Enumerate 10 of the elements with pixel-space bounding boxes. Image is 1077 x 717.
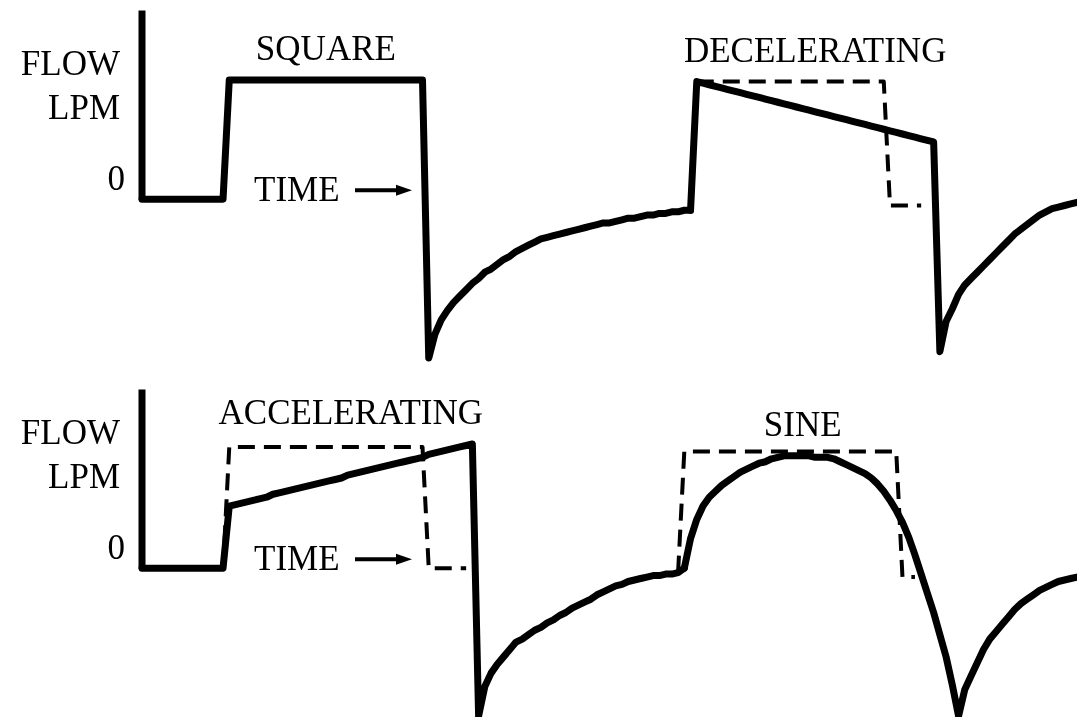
series-label: DECELERATING bbox=[683, 30, 947, 70]
text: 0 bbox=[107, 159, 125, 199]
series-label: ACCELERATING bbox=[218, 393, 484, 432]
x-axis-title: TIME bbox=[254, 170, 340, 210]
series-label: SQUARE bbox=[255, 29, 396, 68]
x-axis-title: TIME bbox=[254, 539, 340, 579]
series-label: SINE bbox=[763, 404, 842, 444]
y-axis-title: FLOW LPM bbox=[20, 44, 120, 128]
y-axis-title: FLOW LPM bbox=[20, 413, 120, 497]
text: 0 bbox=[107, 528, 125, 568]
